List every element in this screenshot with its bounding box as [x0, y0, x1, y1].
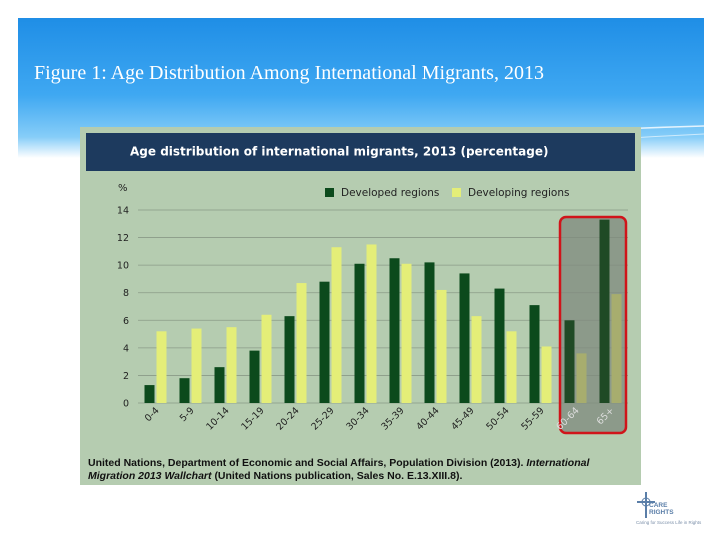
x-tick-label: 40-44 — [414, 405, 441, 432]
bar-developing — [261, 314, 272, 403]
x-tick-label: 35-39 — [379, 405, 406, 432]
bar-developing — [541, 346, 552, 403]
bar-developing — [436, 289, 447, 403]
x-tick-label: 20-24 — [274, 405, 301, 432]
bar-developing — [366, 244, 377, 403]
y-tick-label: 8 — [123, 288, 129, 299]
bar-developed — [424, 262, 435, 403]
bar-developing — [331, 247, 342, 403]
bar-developing — [156, 331, 167, 403]
legend-label: Developed regions — [341, 187, 439, 199]
x-tick-label: 10-14 — [204, 405, 231, 432]
y-tick-label: 0 — [123, 399, 129, 410]
chart-title-banner — [86, 133, 635, 171]
bar-developed — [389, 258, 400, 403]
logo-text: CARE RIGHTS — [649, 502, 674, 516]
x-tick-label: 55-59 — [519, 405, 546, 432]
bar-developing — [401, 263, 412, 403]
legend-label: Developing regions — [468, 187, 569, 199]
bar-developed — [599, 219, 610, 403]
bar-developing — [506, 331, 517, 403]
bar-developing — [471, 316, 482, 403]
x-tick-label: 45-49 — [449, 405, 476, 432]
y-tick-label: 10 — [117, 261, 129, 272]
bar-developing — [576, 353, 587, 403]
x-tick-label: 25-29 — [309, 405, 336, 432]
y-tick-label: 2 — [123, 371, 129, 382]
legend-swatch — [325, 188, 334, 197]
bar-developed — [319, 281, 330, 403]
bar-developed — [214, 367, 225, 403]
logo-line1: CARE — [649, 502, 668, 509]
slide-title: Figure 1: Age Distribution Among Interna… — [34, 62, 544, 84]
bar-developing — [296, 283, 307, 403]
bar-developing — [611, 294, 622, 403]
bar-developed — [249, 350, 260, 403]
y-tick-label: 4 — [123, 343, 129, 354]
x-tick-label: 30-34 — [344, 405, 371, 432]
bar-developed — [459, 273, 470, 403]
logo-tagline: Caring for Success Life in Rights — [636, 520, 702, 525]
bar-developed — [564, 320, 575, 403]
y-tick-label: 14 — [117, 206, 129, 217]
bar-developed — [354, 263, 365, 403]
x-tick-label: 5-9 — [178, 405, 197, 424]
legend-swatch — [452, 188, 461, 197]
y-tick-label: 6 — [123, 316, 129, 327]
care-rights-logo-icon — [637, 492, 655, 518]
source-plain: United Nations, Department of Economic a… — [88, 457, 524, 469]
chart-frame: Age distribution of international migran… — [80, 127, 641, 485]
source-note: United Nations, Department of Economic a… — [88, 457, 636, 483]
bar-developed — [179, 378, 190, 403]
bar-developed — [529, 305, 540, 403]
bar-developing — [191, 328, 202, 403]
bar-developing — [226, 327, 237, 403]
bar-developed — [144, 385, 155, 403]
chart-title: Age distribution of international migran… — [130, 145, 548, 159]
x-tick-label: 0-4 — [143, 405, 162, 424]
x-tick-label: 15-19 — [239, 405, 266, 432]
logo-line2: RIGHTS — [649, 509, 674, 516]
bar-developed — [494, 288, 505, 403]
y-tick-label: 12 — [117, 233, 129, 244]
source-italic: International Migration 2013 Wallchart — [88, 457, 590, 482]
source-rest: (United Nations publication, Sales No. E… — [214, 470, 463, 482]
y-axis-label: % — [118, 183, 128, 194]
x-tick-label: 50-54 — [484, 405, 511, 432]
bar-developed — [284, 316, 295, 403]
age-distribution-chart: Age distribution of international migran… — [86, 133, 635, 435]
